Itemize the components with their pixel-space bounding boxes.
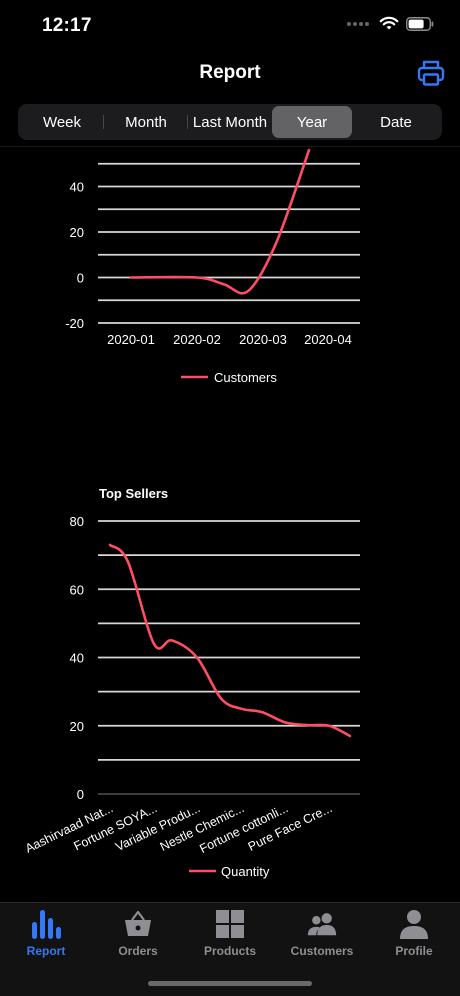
chart-title: Top Sellers: [99, 486, 168, 501]
segment-date[interactable]: Date: [380, 113, 412, 131]
tab-label-products: Products: [203, 944, 256, 958]
header-divider: [0, 146, 460, 147]
y-tick-label: 20: [70, 225, 84, 240]
home-indicator: [148, 981, 312, 986]
tab-label-customers: Customers: [290, 944, 354, 958]
quantity-series-line: [108, 543, 352, 738]
segment-month[interactable]: Month: [104, 106, 188, 138]
x-tick-label: 2020-03: [239, 332, 287, 347]
customers-series-line: [129, 148, 311, 295]
y-tick-label: 20: [70, 719, 84, 734]
y-tick-label: 0: [77, 787, 84, 802]
segment-last-month[interactable]: Last Month: [192, 113, 268, 131]
x-tick-label: 2020-02: [173, 332, 221, 347]
y-tick-label: 0: [77, 271, 84, 286]
print-icon[interactable]: [416, 58, 446, 88]
cellular-signal-icon: [347, 21, 369, 26]
segment-week[interactable]: Week: [20, 106, 104, 138]
battery-icon: [406, 16, 434, 31]
period-segmented-control: Week Month Last Month Year Date: [18, 104, 442, 140]
status-time: 12:17: [42, 15, 92, 36]
x-tick-label: 2020-04: [304, 332, 352, 347]
segment-year[interactable]: Year: [272, 106, 352, 138]
wifi-icon: [379, 16, 399, 30]
tab-products[interactable]: Products: [184, 903, 276, 963]
customers-chart: -20 0 20 40 2020-01 2020-02 2020-03 2020-04 Cust…: [65, 148, 360, 385]
tab-label-profile: Profile: [395, 944, 433, 958]
y-tick-label: -20: [65, 316, 84, 331]
legend-label-customers: Customers: [214, 370, 277, 385]
customers-series-group: [129, 148, 311, 295]
y-tick-label: 40: [70, 180, 84, 195]
page-title: Report: [199, 62, 261, 83]
tab-profile[interactable]: Profile: [368, 903, 460, 963]
bar-chart-icon: [32, 910, 61, 939]
tab-customers[interactable]: Customers: [276, 903, 368, 963]
status-icons: [347, 16, 434, 31]
tab-label-report: Report: [26, 944, 66, 958]
legend-label-quantity: Quantity: [221, 864, 270, 879]
person-icon: [400, 910, 428, 939]
y-tick-label: 60: [70, 582, 84, 597]
tab-orders[interactable]: Orders: [92, 903, 184, 963]
users-icon: [307, 913, 337, 936]
grid-icon: [216, 910, 244, 938]
customers-grid: [98, 162, 360, 324]
tab-report[interactable]: Report: [0, 903, 92, 963]
tab-bar: Report Orders Products: [0, 902, 460, 996]
tab-label-orders: Orders: [118, 944, 158, 958]
status-bar: 12:17: [0, 0, 460, 50]
y-tick-label: 80: [70, 514, 84, 529]
x-tick-label: 2020-01: [107, 332, 155, 347]
y-tick-label: 40: [70, 651, 84, 666]
shopping-basket-icon: [125, 910, 151, 936]
